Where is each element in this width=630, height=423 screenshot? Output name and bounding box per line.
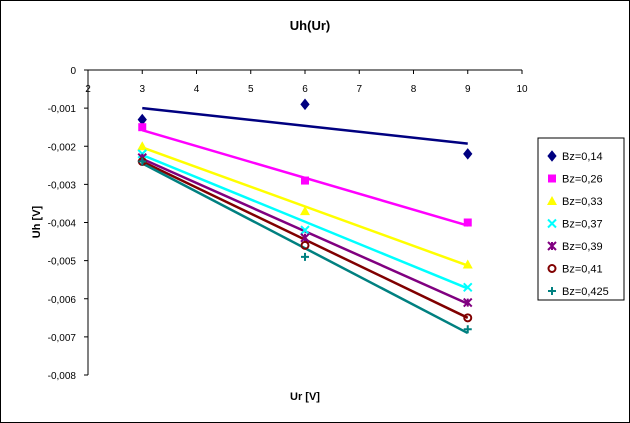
y-tick-label: -0,004 xyxy=(48,219,77,230)
x-axis-ticks: 2 3 4 5 6 7 8 9 10 xyxy=(85,70,528,95)
data-point xyxy=(301,252,309,261)
data-point xyxy=(300,98,310,111)
legend-label: Bz=0,425 xyxy=(562,286,609,298)
y-tick-label: 0 xyxy=(70,66,76,77)
y-tick-label: -0,003 xyxy=(48,180,77,191)
y-tick-label: -0,007 xyxy=(48,333,77,344)
data-point xyxy=(462,259,473,269)
legend-marker xyxy=(547,196,557,205)
trend-line xyxy=(142,106,468,145)
y-tick-label: -0,006 xyxy=(48,295,77,306)
data-point xyxy=(138,123,147,132)
data-point xyxy=(300,206,310,216)
x-tick-label: 2 xyxy=(85,84,91,95)
data-point xyxy=(463,148,473,160)
data-point xyxy=(300,240,310,250)
legend-label: Bz=0,39 xyxy=(562,241,603,253)
x-tick-label: 7 xyxy=(356,84,362,95)
data-point xyxy=(463,218,472,227)
data-point xyxy=(463,313,473,323)
data-markers xyxy=(137,98,473,334)
y-tick-label: -0,008 xyxy=(48,371,77,382)
legend-label: Bz=0,33 xyxy=(562,196,603,208)
legend-marker xyxy=(548,287,556,295)
trend-line xyxy=(141,153,469,290)
data-point xyxy=(137,141,148,151)
x-tick-label: 10 xyxy=(516,84,528,95)
x-tick-label: 6 xyxy=(302,84,308,95)
legend-label: Bz=0,26 xyxy=(562,174,603,186)
legend-marker xyxy=(547,150,557,162)
data-point xyxy=(301,176,309,185)
legend-marker xyxy=(547,241,557,251)
data-point xyxy=(300,225,310,235)
legend-marker xyxy=(548,174,556,183)
x-tick-label: 9 xyxy=(465,84,471,95)
legend: Bz=0,14 Bz=0,26 Bz=0,33 Bz=0,37 Bz=0,39 Bz=0,… xyxy=(537,137,625,301)
data-point xyxy=(300,233,310,243)
data-point xyxy=(138,157,147,166)
legend-label: Bz=0,14 xyxy=(562,151,603,163)
y-tick-label: -0,001 xyxy=(48,104,77,115)
data-point xyxy=(463,282,473,293)
legend-label: Bz=0,41 xyxy=(562,264,603,276)
y-axis-title: Uh [V] xyxy=(31,205,43,238)
legend-label: Bz=0,37 xyxy=(562,219,603,231)
data-point xyxy=(463,297,473,308)
legend-marker xyxy=(547,218,557,229)
y-tick-label: -0,002 xyxy=(48,142,77,153)
y-tick-label: -0,005 xyxy=(48,257,77,268)
x-tick-label: 3 xyxy=(139,84,145,95)
x-tick-label: 5 xyxy=(248,84,254,95)
chart-title: Uh(Ur) xyxy=(290,18,330,33)
legend-box xyxy=(537,137,625,301)
x-tick-label: 4 xyxy=(194,84,200,95)
legend-marker xyxy=(547,264,557,273)
x-axis-title: Ur [V] xyxy=(290,391,320,403)
data-point xyxy=(463,325,472,334)
y-axis-ticks: 0 -0,001 -0,002 -0,003 -0,004 -0,005 -0,006 -0,… xyxy=(48,66,88,382)
x-tick-label: 8 xyxy=(411,84,417,95)
